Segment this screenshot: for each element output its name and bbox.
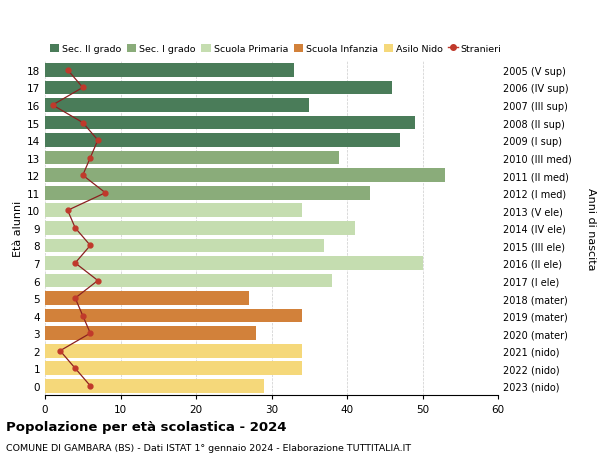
Bar — [45, 327, 256, 340]
Bar — [45, 257, 422, 270]
Bar — [45, 81, 392, 95]
Bar — [45, 362, 302, 375]
Bar — [45, 169, 445, 183]
Y-axis label: Età alunni: Età alunni — [13, 200, 23, 257]
Legend: Sec. II grado, Sec. I grado, Scuola Primaria, Scuola Infanzia, Asilo Nido, Stran: Sec. II grado, Sec. I grado, Scuola Prim… — [50, 45, 502, 54]
Bar — [45, 379, 264, 393]
Text: Popolazione per età scolastica - 2024: Popolazione per età scolastica - 2024 — [6, 420, 287, 433]
Bar — [45, 222, 355, 235]
Bar — [45, 239, 325, 253]
Bar — [45, 274, 332, 288]
Bar — [45, 134, 400, 148]
Bar — [45, 99, 309, 112]
Bar — [45, 204, 302, 218]
Text: COMUNE DI GAMBARA (BS) - Dati ISTAT 1° gennaio 2024 - Elaborazione TUTTITALIA.IT: COMUNE DI GAMBARA (BS) - Dati ISTAT 1° g… — [6, 443, 411, 452]
Bar — [45, 186, 370, 200]
Bar — [45, 344, 302, 358]
Bar — [45, 309, 302, 323]
Bar — [45, 117, 415, 130]
Y-axis label: Anni di nascita: Anni di nascita — [586, 187, 595, 269]
Bar — [45, 151, 340, 165]
Bar — [45, 291, 249, 305]
Bar — [45, 64, 294, 78]
